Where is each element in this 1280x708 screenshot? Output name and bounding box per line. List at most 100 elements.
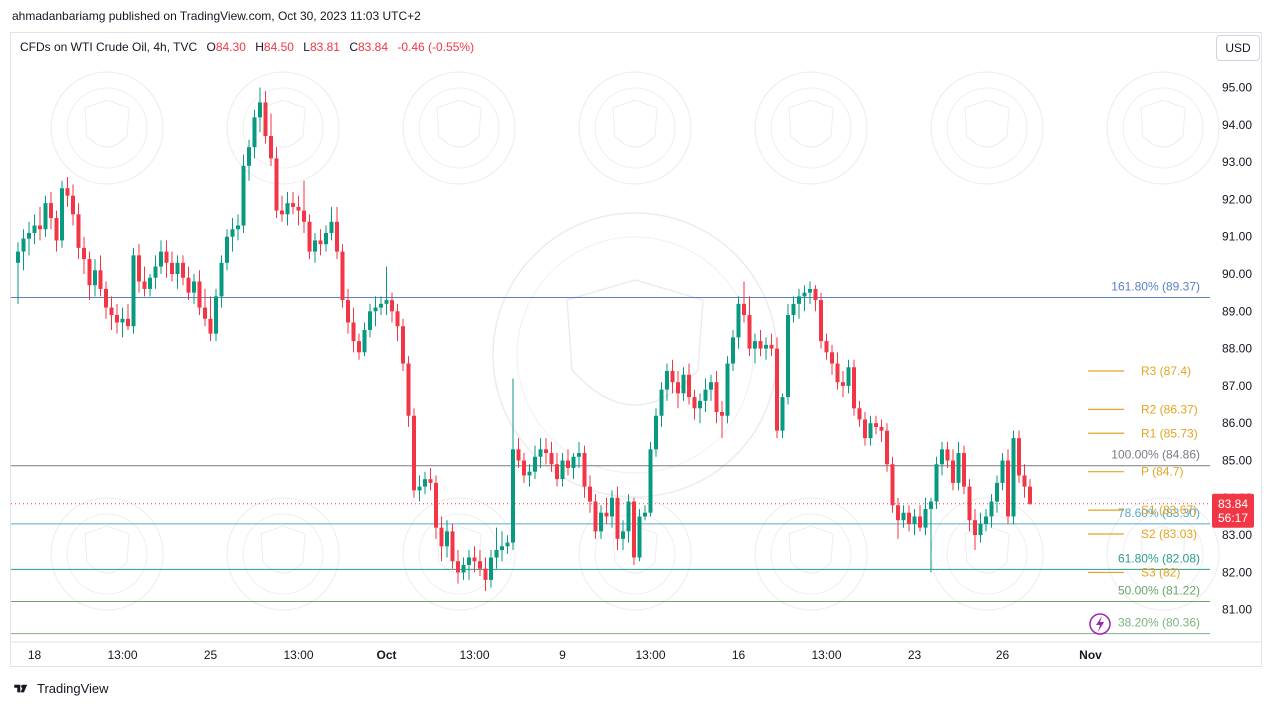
candle[interactable] [76,203,81,260]
candle[interactable] [406,356,411,427]
candle[interactable] [401,318,405,371]
candle[interactable] [819,292,823,349]
candle[interactable] [82,236,86,274]
candle[interactable] [93,259,97,297]
candle[interactable] [27,221,31,256]
candle[interactable] [802,285,807,312]
candle[interactable] [956,441,961,491]
candle[interactable] [692,389,697,420]
candle[interactable] [417,475,422,502]
candle[interactable] [214,288,218,342]
candle[interactable] [973,509,977,551]
candle[interactable] [170,251,174,282]
candle[interactable] [1000,453,1005,491]
candle[interactable] [373,296,378,327]
candle[interactable] [610,490,614,528]
candle[interactable] [758,329,763,357]
candle[interactable] [951,449,955,491]
candle[interactable] [709,374,713,401]
candle[interactable] [351,307,356,353]
candle[interactable] [940,441,944,476]
candle[interactable] [731,329,735,371]
candle[interactable] [357,333,361,360]
candle[interactable] [720,400,724,439]
candle[interactable] [285,191,290,226]
candle[interactable] [274,147,279,219]
candle[interactable] [714,370,719,424]
candle[interactable] [197,270,202,316]
candle[interactable] [846,359,851,394]
candle[interactable] [654,408,658,457]
candle[interactable] [489,550,493,588]
candle[interactable] [632,497,636,565]
candle[interactable] [423,471,427,495]
candle[interactable] [181,255,185,286]
candle[interactable] [1017,430,1021,483]
candle[interactable] [329,206,334,241]
candle[interactable] [725,356,730,424]
candle[interactable] [912,509,917,536]
candle[interactable] [995,475,999,513]
candle[interactable] [637,509,642,562]
candle[interactable] [742,281,746,323]
lightning-event-icon[interactable] [1089,613,1111,635]
candle[interactable] [379,296,383,316]
candle[interactable] [395,303,400,342]
candle[interactable] [313,232,317,263]
candle[interactable] [857,400,862,427]
candle[interactable] [527,464,532,487]
candle[interactable] [868,415,873,446]
candle[interactable] [335,206,339,260]
candle[interactable] [1028,479,1032,505]
candle[interactable] [621,520,625,551]
candle[interactable] [764,337,768,360]
candle[interactable] [280,195,284,222]
candle[interactable] [890,456,895,513]
candle[interactable] [126,303,130,330]
candle[interactable] [813,285,818,312]
candle[interactable] [681,367,686,401]
candle[interactable] [566,449,570,476]
candle[interactable] [115,303,119,334]
candle[interactable] [412,408,416,498]
candle[interactable] [797,288,801,319]
candle[interactable] [560,453,565,487]
candle[interactable] [967,479,972,532]
candle[interactable] [863,412,867,446]
candle[interactable] [582,445,587,498]
candle[interactable] [945,441,950,468]
candle[interactable] [918,505,922,532]
candle[interactable] [203,288,207,327]
candle[interactable] [390,292,394,323]
candle[interactable] [324,225,328,252]
candle[interactable] [676,370,680,409]
candle[interactable] [120,307,125,338]
candle[interactable] [445,520,449,558]
candle[interactable] [824,333,829,360]
candle[interactable] [896,497,900,539]
candle[interactable] [340,244,345,308]
candle[interactable] [538,438,543,468]
candle[interactable] [984,509,988,532]
candle[interactable] [923,497,928,536]
candle[interactable] [879,419,884,442]
candle[interactable] [142,266,147,297]
candle[interactable] [494,527,499,569]
candle[interactable] [929,497,933,573]
candle[interactable] [544,438,548,465]
candle[interactable] [252,109,257,159]
candle[interactable] [1022,464,1027,498]
candle[interactable] [648,441,653,517]
candle[interactable] [505,535,510,554]
candle[interactable] [555,453,559,487]
candle[interactable] [87,251,92,301]
candle[interactable] [186,266,191,301]
candle[interactable] [219,255,224,308]
candle[interactable] [230,218,235,252]
candle[interactable] [16,242,20,304]
candle[interactable] [703,378,708,413]
candle[interactable] [736,296,741,349]
candle[interactable] [104,281,108,319]
candle[interactable] [302,180,306,233]
